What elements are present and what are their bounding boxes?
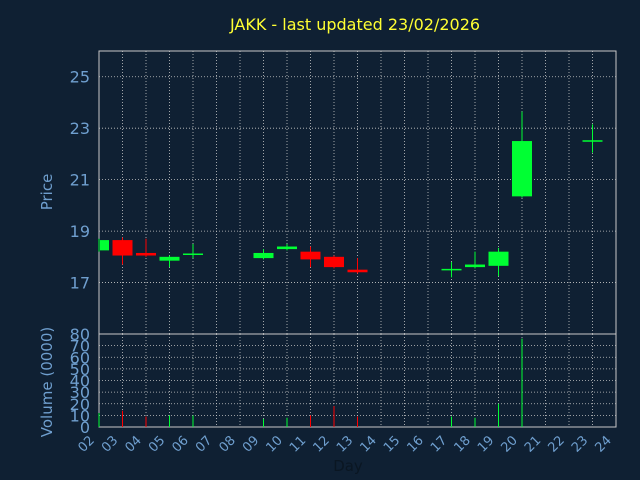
- candle-body: [100, 240, 109, 251]
- candle-body: [512, 141, 532, 197]
- candle-body: [465, 264, 485, 268]
- price-tick-label: 25: [70, 68, 90, 87]
- price-axis: 17 19 21 23 25: [70, 68, 90, 293]
- candles: [98, 111, 603, 278]
- candle-body: [159, 256, 180, 261]
- volume-axis-label: Volume (0000): [38, 327, 56, 437]
- grid-lines: [99, 51, 616, 427]
- price-tick-label: 17: [70, 274, 90, 293]
- candle-body: [324, 256, 344, 268]
- candle-body: [112, 240, 133, 256]
- volume-bars: [98, 338, 523, 427]
- candle-body: [488, 251, 509, 266]
- volume-tick-label: 0: [80, 418, 90, 437]
- volume-tick-label: 20: [70, 395, 90, 414]
- price-tick-label: 23: [70, 119, 90, 138]
- price-tick-label: 19: [70, 222, 90, 241]
- candle-body: [277, 246, 297, 250]
- volume-tick-label: 80: [70, 325, 90, 344]
- volume-tick-label: 50: [70, 360, 90, 379]
- volume-tick-label: 60: [70, 348, 90, 367]
- chart-title: JAKK - last updated 23/02/2026: [229, 15, 480, 34]
- price-axis-label: Price: [38, 174, 56, 211]
- volume-tick-label: 10: [70, 406, 90, 425]
- volume-tick-label: 70: [70, 337, 90, 356]
- volume-tick-label: 30: [70, 383, 90, 402]
- candle-body: [253, 252, 274, 259]
- candle-body: [300, 251, 321, 260]
- volume-tick-label: 40: [70, 372, 90, 391]
- x-axis: 02 03 04 05 06 07 08 09 10 11 12 13 14 15 16 17 18 19 20 21…: [76, 433, 615, 455]
- candle-body: [347, 269, 368, 273]
- price-tick-label: 21: [70, 171, 90, 190]
- candle-body: [136, 252, 156, 256]
- x-axis-label: Day: [333, 457, 363, 475]
